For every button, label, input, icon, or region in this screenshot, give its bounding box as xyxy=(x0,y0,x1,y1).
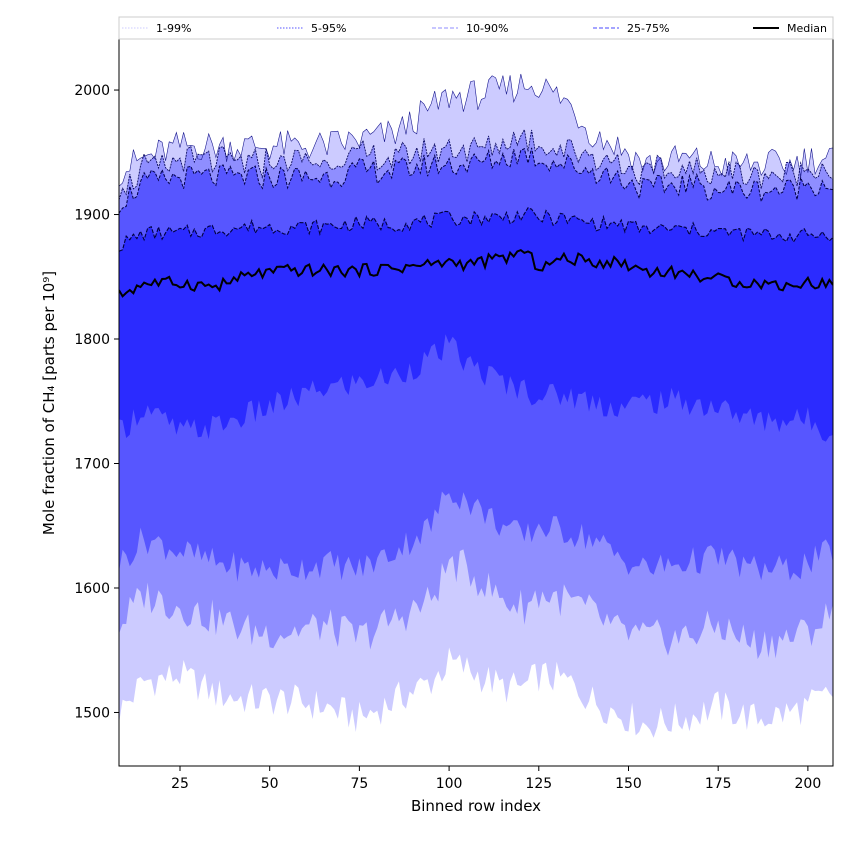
x-tick-label: 50 xyxy=(261,776,279,792)
legend-label: 5-95% xyxy=(311,22,346,35)
y-tick-label: 1900 xyxy=(74,208,110,224)
edge-line-90 xyxy=(119,147,833,214)
x-tick-label: 125 xyxy=(525,776,552,792)
y-tick-label: 1700 xyxy=(74,456,110,472)
legend-label: 25-75% xyxy=(627,22,669,35)
y-tick-label: 1600 xyxy=(74,581,110,597)
legend: 1-99% 5-95% 10-90% 25-75% Median xyxy=(118,16,834,40)
y-axis-ticks: 1500 1600 1700 1800 1900 2000 xyxy=(74,83,119,721)
x-tick-label: 175 xyxy=(705,776,732,792)
y-tick-label: 1800 xyxy=(74,332,110,348)
x-tick-label: 25 xyxy=(171,776,189,792)
legend-label: 10-90% xyxy=(466,22,508,35)
y-tick-label: 1500 xyxy=(74,705,110,721)
x-tick-label: 100 xyxy=(436,776,463,792)
x-tick-label: 200 xyxy=(795,776,822,792)
legend-label: 1-99% xyxy=(156,22,191,35)
legend-items: 1-99% 5-95% 10-90% 25-75% Median xyxy=(122,22,827,35)
median-layer xyxy=(119,248,833,298)
y-tick-label: 2000 xyxy=(74,83,110,99)
x-tick-label: 75 xyxy=(350,776,368,792)
percentile-bands xyxy=(119,73,833,738)
edge-line-95 xyxy=(119,128,833,200)
legend-box xyxy=(118,16,834,40)
y-axis-label: Mole fraction of CH₄ [parts per 10⁹] xyxy=(40,271,58,535)
edge-line-99 xyxy=(119,73,833,187)
x-tick-label: 150 xyxy=(615,776,642,792)
x-axis-ticks: 25 50 75 100 125 150 175 200 xyxy=(171,766,821,792)
band-25-75 xyxy=(119,207,833,442)
median-line xyxy=(119,248,833,298)
edge-line-75 xyxy=(119,207,833,252)
legend-label: Median xyxy=(787,22,827,35)
x-axis-label: Binned row index xyxy=(411,797,541,815)
